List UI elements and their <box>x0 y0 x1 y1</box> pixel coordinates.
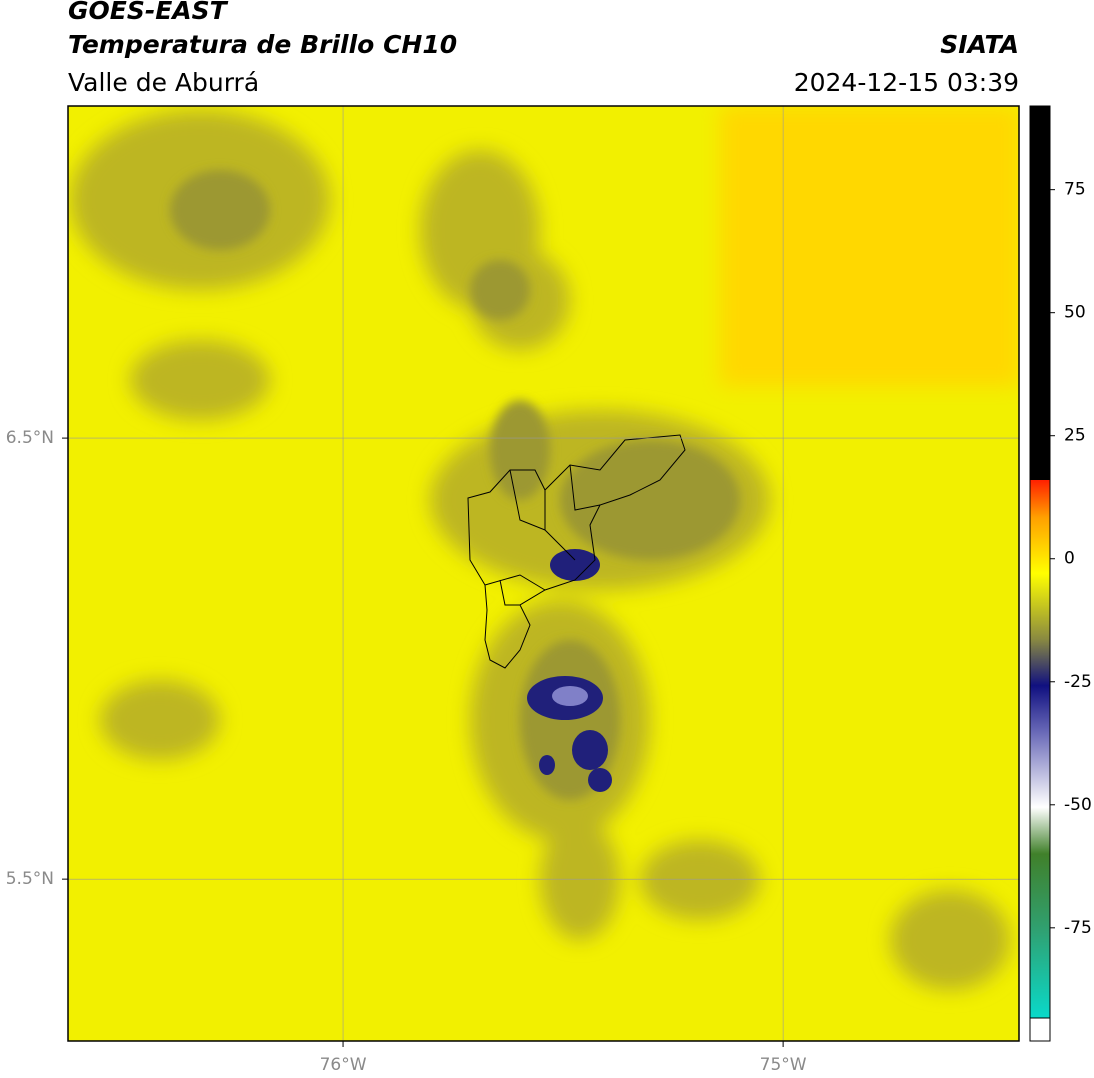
region: Valle de Aburrá <box>68 68 259 97</box>
datetime: 2024-12-15 03:39 <box>794 68 1019 97</box>
y-tick-label: 6.5°N <box>6 428 54 448</box>
colorbar-tick-label: 75 <box>1064 180 1086 200</box>
colorbar-tick-label: -50 <box>1064 795 1092 815</box>
x-tick-label: 75°W <box>760 1055 807 1075</box>
map-frame <box>67 105 1020 1042</box>
colorbar-tick-label: 25 <box>1064 426 1086 446</box>
x-tick-label: 76°W <box>320 1055 367 1075</box>
colorbar-extension <box>1029 1017 1051 1042</box>
warm-area <box>720 106 1019 386</box>
colorbar <box>1029 105 1051 1042</box>
aburra-boundary <box>467 434 686 669</box>
colorbar-tick-label: 0 <box>1064 549 1075 569</box>
satellite: GOES-EAST <box>68 0 229 25</box>
product: Temperatura de Brillo CH10 <box>68 30 457 59</box>
colorbar-tick-label: -75 <box>1064 918 1092 938</box>
cold-tops <box>527 549 612 792</box>
agency: SIATA <box>940 30 1019 59</box>
cold-center <box>552 686 588 706</box>
map-field <box>68 106 1019 1041</box>
y-tick-label: 5.5°N <box>6 869 54 889</box>
colorbar-tick-label: 50 <box>1064 303 1086 323</box>
colorbar-tick-label: -25 <box>1064 672 1092 692</box>
